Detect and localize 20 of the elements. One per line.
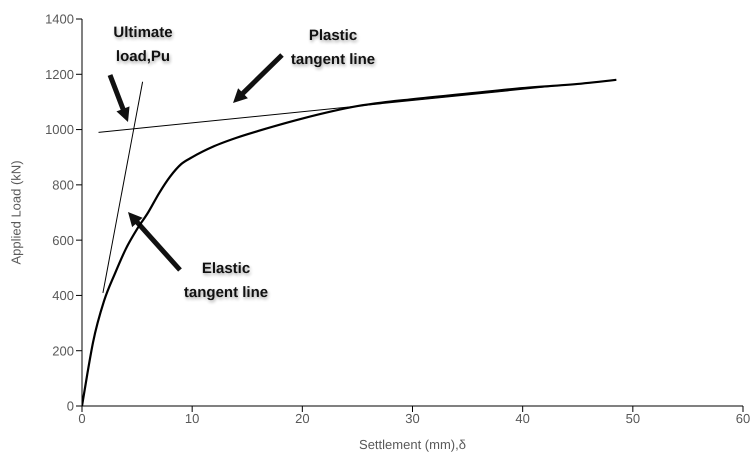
y-axis-title: Applied Load (kN)	[8, 160, 24, 265]
annotation: Plastic tangent line	[290, 27, 376, 68]
y-tick-label: 1000	[45, 122, 74, 138]
x-tick-label: 0	[78, 411, 86, 426]
x-tick-label: 30	[405, 411, 420, 426]
y-tick-label: 400	[52, 288, 74, 304]
x-tick-label: 20	[295, 411, 310, 426]
annotation: Elastic tangent line	[184, 260, 268, 301]
x-axis-title: Settlement (mm),δ	[359, 437, 466, 452]
y-tick-label: 600	[52, 232, 74, 248]
y-tick-label: 200	[52, 343, 74, 358]
y-tick-label: 800	[52, 177, 74, 192]
x-tick-label: 40	[515, 411, 530, 426]
x-tick-label: 10	[184, 411, 200, 426]
x-tick-label: 60	[736, 411, 750, 426]
annotation: Ultimate load,Pu	[113, 24, 173, 65]
y-tick-label: 0	[66, 398, 74, 414]
y-tick-label: 1200	[45, 66, 74, 82]
y-tick-label: 1400	[45, 12, 74, 27]
x-tick-label: 50	[626, 411, 640, 426]
